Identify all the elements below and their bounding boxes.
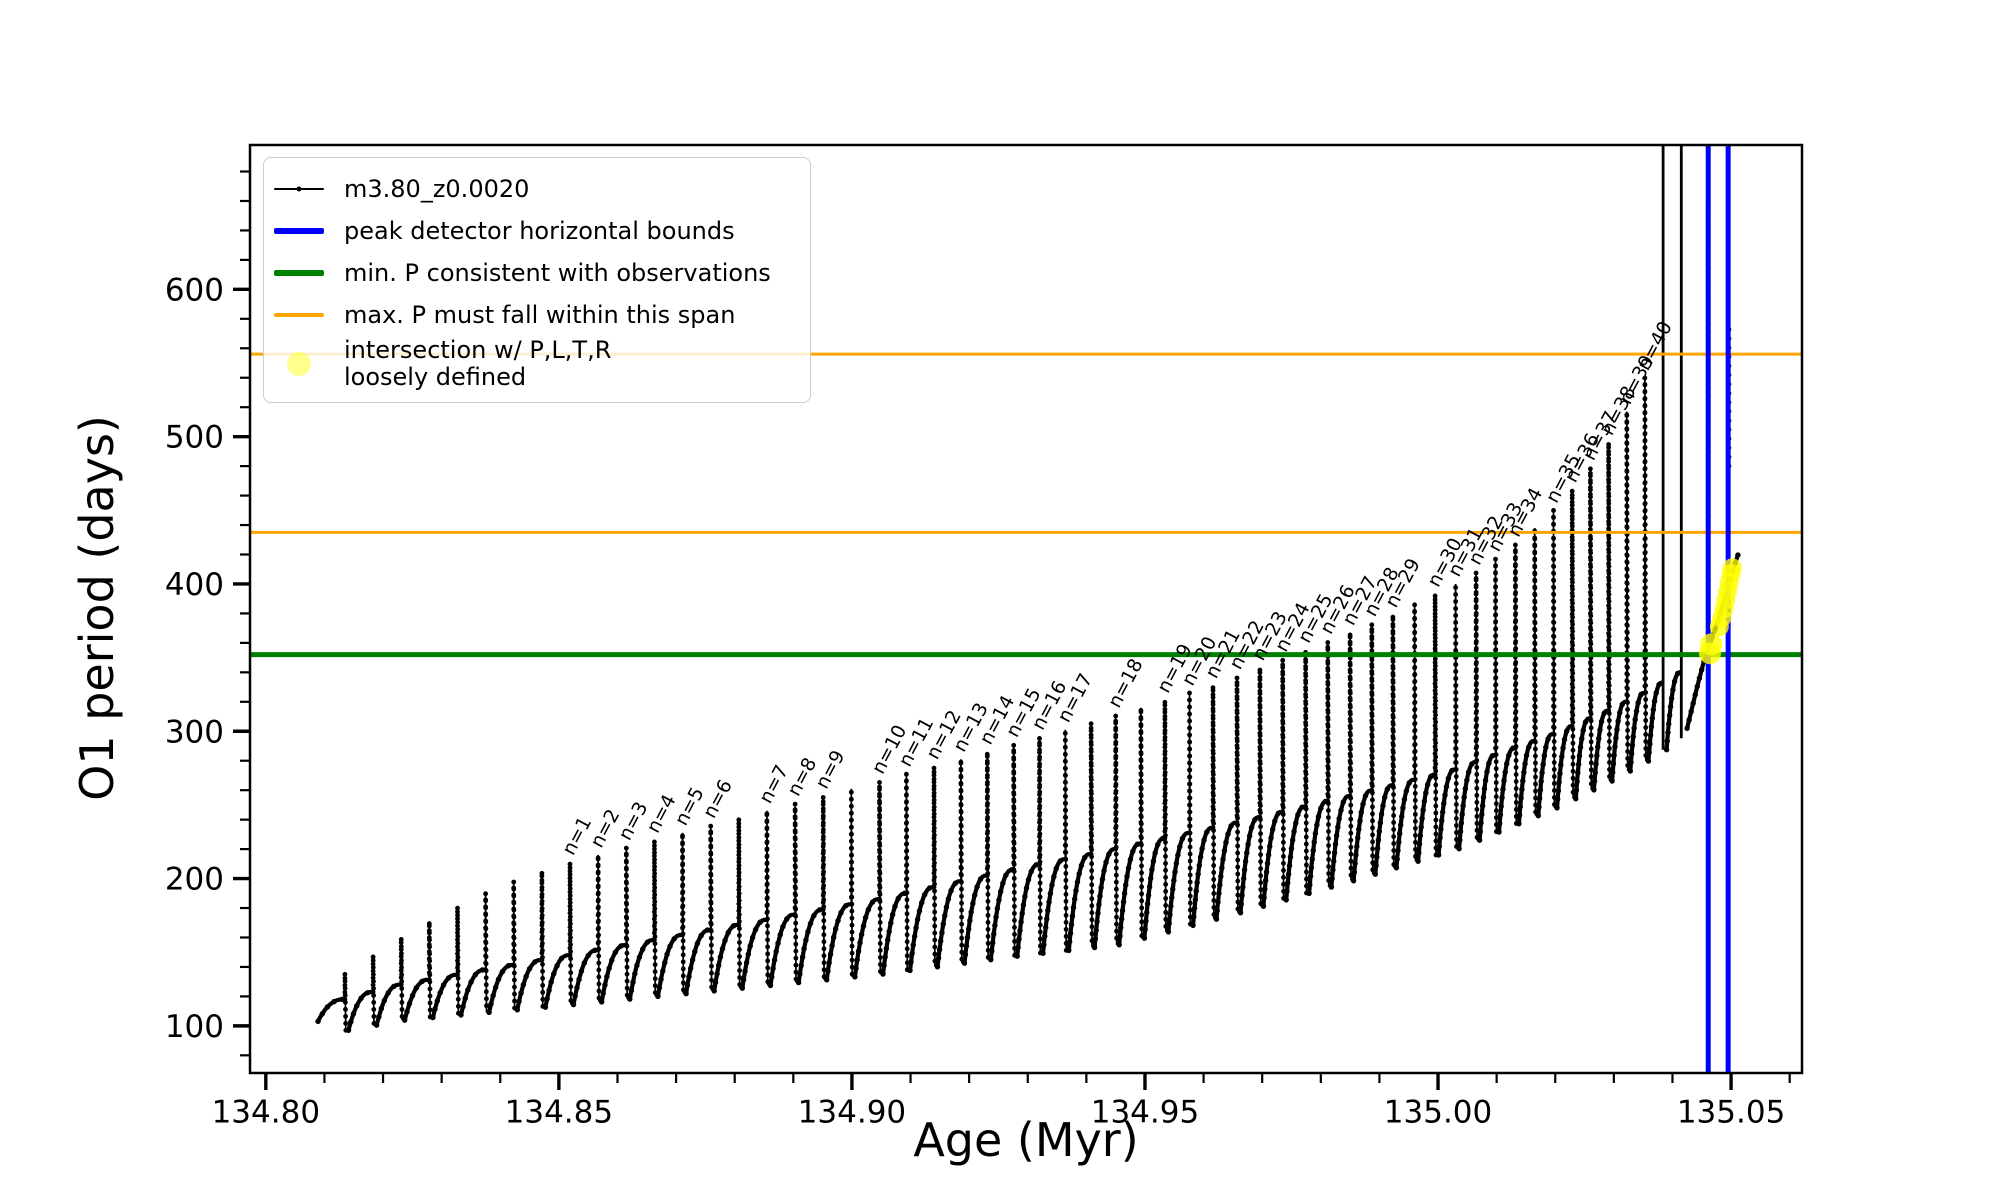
y-tick-label: 400 xyxy=(165,567,224,603)
legend-label-2: peak detector horizontal bounds xyxy=(344,216,735,245)
x-tick-label: 134.90 xyxy=(798,1094,906,1130)
legend-entry-3: min. P consistent with observations xyxy=(274,252,796,294)
pulse-spike-markers xyxy=(342,377,1649,1033)
legend-entry-5: intersection w/ P,L,T,R loosely defined xyxy=(274,336,796,392)
x-tick-label: 134.95 xyxy=(1091,1094,1199,1130)
y-tick-label: 200 xyxy=(165,862,224,898)
pulse-annotation: n=18 xyxy=(1104,655,1148,711)
legend-label-4: max. P must fall within this span xyxy=(344,300,736,329)
x-tick-label: 135.00 xyxy=(1384,1094,1492,1130)
x-axis-title: Age (Myr) xyxy=(913,1113,1139,1167)
pulse-annotation: n=40 xyxy=(1633,318,1677,374)
clipped-spikes xyxy=(1661,145,1683,750)
x-tick-label: 134.80 xyxy=(212,1094,320,1130)
x-tick-label: 135.05 xyxy=(1677,1094,1785,1130)
legend-entry-2: peak detector horizontal bounds xyxy=(274,210,796,252)
legend-entry-1: m3.80_z0.0020 xyxy=(274,168,796,210)
y-tick-label: 300 xyxy=(165,714,224,750)
series-markers xyxy=(315,669,1683,1033)
legend-label-1: m3.80_z0.0020 xyxy=(344,174,530,203)
legend-label-3: min. P consistent with observations xyxy=(344,258,771,287)
legend-swatch-3 xyxy=(274,270,324,276)
legend-line-sample xyxy=(274,313,324,317)
legend-swatch-1 xyxy=(274,186,324,192)
legend-swatch-4 xyxy=(274,313,324,317)
legend-dot-marker xyxy=(296,186,302,192)
y-tick-label: 100 xyxy=(165,1009,224,1045)
intersection-marker xyxy=(1722,558,1742,578)
legend-line-sample xyxy=(274,270,324,276)
y-axis-title: O1 period (days) xyxy=(70,415,124,801)
intersection-marker xyxy=(1700,633,1723,656)
pulse-annotation: n=6 xyxy=(699,776,737,822)
y-tick-label: 500 xyxy=(165,420,224,456)
axes-frame xyxy=(248,143,1804,1075)
legend-swatch-2 xyxy=(274,228,324,234)
y-tick-label: 600 xyxy=(165,272,224,308)
intersection-marker-icon xyxy=(287,351,311,376)
legend-label-5: intersection w/ P,L,T,R loosely defined xyxy=(344,336,612,391)
legend-entry-4: max. P must fall within this span xyxy=(274,294,796,336)
legend-line-sample xyxy=(274,228,324,234)
pulse-annotation: n=9 xyxy=(811,747,849,793)
x-tick-label: 134.85 xyxy=(505,1094,613,1130)
legend-swatch-5 xyxy=(274,351,324,376)
